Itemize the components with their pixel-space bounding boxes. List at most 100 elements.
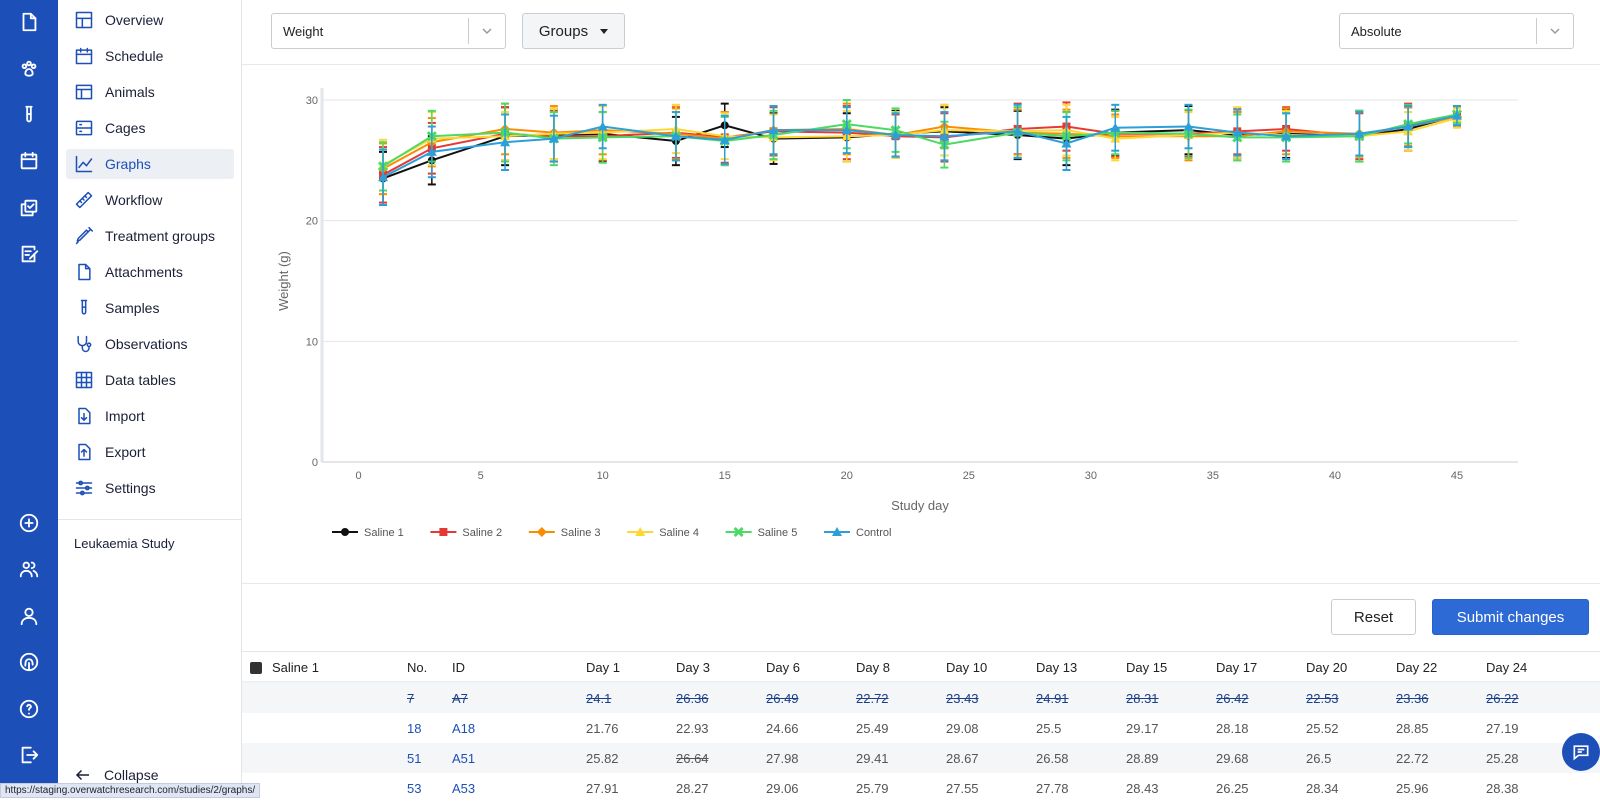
weight-cell[interactable]: 25.49 (856, 721, 889, 736)
weight-cell[interactable]: 23.43 (946, 691, 979, 706)
weight-cell[interactable]: 29.68 (1216, 751, 1249, 766)
sidebar-item-cages[interactable]: Cages (66, 113, 234, 143)
sidebar-item-label: Data tables (105, 372, 176, 388)
collapse-button[interactable]: Collapse (74, 766, 158, 784)
weight-cell[interactable]: 24.1 (586, 691, 612, 706)
weight-cell[interactable]: 29.08 (946, 721, 979, 736)
sidebar-item-import[interactable]: Import (66, 401, 234, 431)
weight-cell[interactable]: 28.38 (1486, 781, 1519, 796)
data-point (1451, 110, 1462, 120)
weight-chart-svg: 0 10 20 30 0 5 10 15 20 25 30 35 40 45 Study day Weight… (276, 88, 1518, 539)
table-row[interactable]: 18 A18 21.76 22.93 24.66 25.49 29.08 25.5 29.17 2… (242, 713, 1600, 743)
data-point (548, 133, 559, 143)
file-icon (78, 263, 91, 281)
animal-id-link[interactable]: A7 (452, 691, 468, 706)
weight-cell[interactable]: 29.17 (1126, 721, 1159, 736)
chat-button[interactable] (1562, 733, 1600, 771)
weight-cell[interactable]: 27.78 (1036, 781, 1069, 796)
groups-dropdown-button[interactable]: Groups (522, 13, 625, 49)
y-tick-label: 10 (306, 336, 318, 348)
calendar-icon (75, 47, 93, 65)
sidebar-item-overview[interactable]: Overview (66, 5, 234, 35)
table-row[interactable]: 51 A51 25.82 26.64 27.98 29.41 28.67 26.58 28.89… (242, 743, 1600, 773)
weight-cell[interactable]: 27.19 (1486, 721, 1519, 736)
weight-cell[interactable]: 24.66 (766, 721, 799, 736)
weight-cell[interactable]: 28.89 (1126, 751, 1159, 766)
weight-cell[interactable]: 22.93 (676, 721, 709, 736)
weight-cell[interactable]: 26.22 (1486, 691, 1519, 706)
weight-cell[interactable]: 26.58 (1036, 751, 1069, 766)
sidebar-item-graphs[interactable]: Graphs (66, 149, 234, 179)
help-icon[interactable] (17, 697, 41, 721)
weight-cell[interactable]: 25.82 (586, 751, 619, 766)
weight-cell[interactable]: 26.49 (766, 691, 799, 706)
animal-id-link[interactable]: A51 (452, 751, 476, 766)
sidebar-item-attachments[interactable]: Attachments (66, 257, 234, 287)
line-chart-icon (75, 155, 93, 173)
table-row[interactable]: 7 A7 24.1 26.36 26.49 22.72 23.43 24.91 28.31 26.… (242, 683, 1600, 713)
logout-icon[interactable] (17, 743, 41, 767)
sidebar-item-schedule[interactable]: Schedule (66, 41, 234, 71)
test-tube-icon[interactable] (17, 103, 41, 127)
weight-cell[interactable]: 25.28 (1486, 751, 1519, 766)
legend-marker (733, 526, 744, 538)
weight-cell[interactable]: 28.43 (1126, 781, 1159, 796)
column-header: Day 24 (1486, 660, 1528, 675)
submit-changes-button[interactable]: Submit changes (1432, 599, 1589, 635)
measure-select[interactable]: Weight (271, 13, 506, 49)
weight-cell[interactable]: 28.18 (1216, 721, 1249, 736)
weight-cell[interactable]: 26.64 (676, 751, 709, 766)
weight-cell[interactable]: 27.55 (946, 781, 979, 796)
weight-cell[interactable]: 28.34 (1306, 781, 1339, 796)
sidebar-item-data-tables[interactable]: Data tables (66, 365, 234, 395)
column-header: ID (452, 660, 465, 675)
weight-cell[interactable]: 28.85 (1396, 721, 1429, 736)
weight-cell[interactable]: 22.72 (856, 691, 889, 706)
sidebar-item-label: Settings (105, 480, 156, 496)
user-icon[interactable] (17, 604, 41, 628)
weight-cell[interactable]: 25.96 (1396, 781, 1429, 796)
calendar-icon[interactable] (17, 149, 41, 173)
weight-cell[interactable]: 23.36 (1396, 691, 1429, 706)
reset-button[interactable]: Reset (1331, 599, 1416, 635)
weight-cell[interactable]: 25.52 (1306, 721, 1339, 736)
fingerprint-icon[interactable] (17, 650, 41, 674)
weight-cell[interactable]: 26.42 (1216, 691, 1249, 706)
animal-id-link[interactable]: A18 (452, 721, 476, 736)
users-icon[interactable] (17, 557, 41, 581)
weight-cell[interactable]: 25.79 (856, 781, 889, 796)
weight-cell[interactable]: 24.91 (1036, 691, 1069, 706)
sidebar-item-workflow[interactable]: Workflow (66, 185, 234, 215)
weight-cell[interactable]: 27.91 (586, 781, 619, 796)
weight-cell[interactable]: 29.41 (856, 751, 889, 766)
weight-cell[interactable]: 28.27 (676, 781, 709, 796)
weight-cell[interactable]: 26.25 (1216, 781, 1249, 796)
copy-icon[interactable] (17, 196, 41, 220)
weight-cell[interactable]: 28.31 (1126, 691, 1159, 706)
select-separator (1536, 18, 1537, 44)
sidebar-item-treatment-groups[interactable]: Treatment groups (66, 221, 234, 251)
table-row[interactable]: 53 A53 27.91 28.27 29.06 25.79 27.55 27.78 28.43… (242, 773, 1600, 803)
weight-cell[interactable]: 22.72 (1396, 751, 1429, 766)
weight-cell[interactable]: 26.36 (676, 691, 709, 706)
sidebar-item-animals[interactable]: Animals (66, 77, 234, 107)
weight-cell[interactable]: 25.5 (1036, 721, 1062, 736)
weight-cell[interactable]: 29.06 (766, 781, 799, 796)
sidebar-item-observations[interactable]: Observations (66, 329, 234, 359)
sidebar-item-samples[interactable]: Samples (66, 293, 234, 323)
animal-id-link[interactable]: A53 (452, 781, 476, 796)
weight-cell[interactable]: 22.53 (1306, 691, 1339, 706)
weight-cell[interactable]: 27.98 (766, 751, 799, 766)
document-icon[interactable] (17, 10, 41, 34)
weight-cell[interactable]: 21.76 (586, 721, 619, 736)
sidebar-item-settings[interactable]: Settings (66, 473, 234, 503)
add-circle-icon[interactable] (17, 511, 41, 535)
paw-icon[interactable] (17, 57, 41, 81)
mode-select[interactable]: Absolute (1339, 13, 1574, 49)
checklist-icon[interactable] (17, 242, 41, 266)
weight-cell[interactable]: 26.5 (1306, 751, 1332, 766)
column-header: Day 6 (766, 660, 800, 675)
weight-cell[interactable]: 28.67 (946, 751, 979, 766)
data-point (378, 172, 389, 182)
sidebar-item-export[interactable]: Export (66, 437, 234, 467)
